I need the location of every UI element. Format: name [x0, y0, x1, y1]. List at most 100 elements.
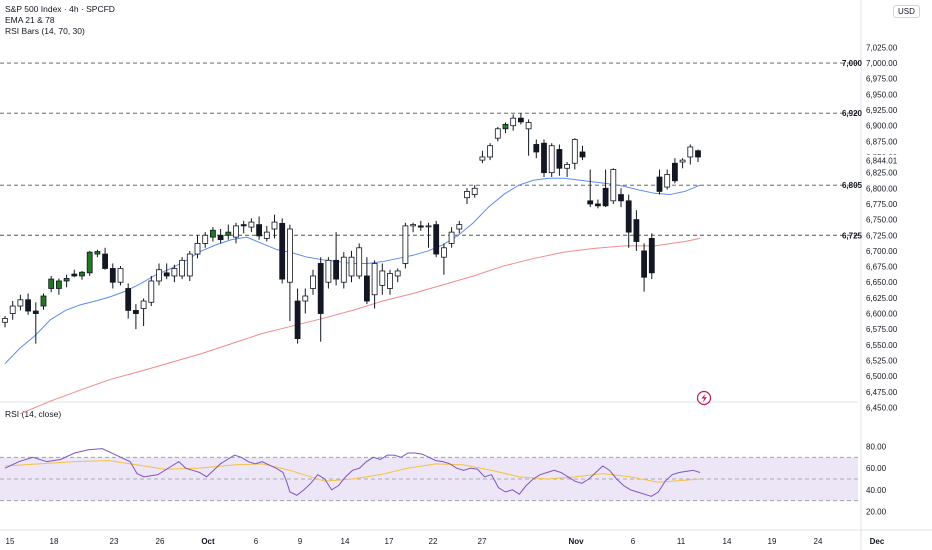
candle [440, 243, 447, 275]
rsi-layer [4, 448, 701, 497]
candle [233, 222, 239, 244]
time-tick-label: 15 [6, 537, 15, 546]
candle-body [656, 176, 663, 192]
candle-body [387, 273, 393, 289]
price-tick-label: 6,825.00 [866, 169, 898, 178]
candle-body [233, 225, 239, 238]
candle [140, 298, 147, 327]
candle [2, 316, 8, 328]
candle [9, 301, 16, 320]
candle [317, 257, 324, 342]
candle-body [17, 299, 24, 307]
candle [564, 161, 570, 178]
candle-body [587, 200, 594, 205]
candle [79, 270, 85, 280]
candle [679, 158, 686, 169]
candle-body [556, 149, 563, 169]
rsi-band-layer [0, 401, 858, 502]
candle [587, 169, 594, 208]
last-price-label: 6,844.01 [866, 157, 898, 166]
candle-body [132, 310, 139, 314]
time-tick-label: 24 [814, 537, 823, 546]
candle [248, 218, 255, 233]
chart-title: S&P 500 Index · 4h · SPCFD [5, 4, 115, 14]
candle [625, 194, 632, 248]
time-tick-label: 23 [110, 537, 119, 546]
time-tick-label: 6 [631, 537, 636, 546]
candle-body [564, 164, 570, 169]
candle-body [148, 280, 155, 303]
candle-body [79, 271, 85, 277]
candle-body [86, 251, 93, 274]
candle [502, 122, 509, 134]
candle-body [471, 187, 478, 195]
price-tick-label: 6,725.00 [866, 231, 898, 240]
candle [456, 220, 463, 234]
lightning-icon[interactable] [696, 390, 712, 406]
price-tick-label: 6,700.00 [866, 247, 898, 256]
candle [402, 222, 409, 269]
candle-body [163, 272, 170, 277]
candle [487, 143, 494, 161]
rsi-tick-label: 20.00 [866, 508, 887, 517]
rsi-bars-indicator-label[interactable]: RSI Bars (14, 70, 30) [5, 26, 85, 36]
candle-body [63, 278, 70, 282]
candle-body [317, 263, 324, 314]
candle [541, 139, 547, 178]
candle-body [333, 259, 340, 280]
candle [71, 269, 78, 278]
ema-indicator-label[interactable]: EMA 21 & 78 [5, 15, 55, 25]
candle-body [56, 280, 62, 289]
time-tick-label: 27 [478, 537, 487, 546]
candle [40, 293, 47, 310]
candle [294, 288, 301, 344]
candle [433, 220, 440, 258]
time-tick-label: 9 [298, 537, 303, 546]
candle [664, 169, 671, 190]
candle-body [9, 305, 16, 314]
candle-body [156, 269, 162, 282]
time-tick-label: 14 [341, 537, 350, 546]
time-tick-label: 17 [385, 537, 394, 546]
candle [225, 224, 232, 240]
rsi-tick-label: 40.00 [866, 486, 887, 495]
candle-body [325, 259, 332, 283]
candle-body [402, 225, 409, 264]
time-tick-label: 11 [677, 537, 686, 546]
candle [56, 278, 62, 295]
candle-body [71, 273, 78, 277]
candle [672, 158, 678, 184]
candle-body [695, 150, 701, 158]
candle [263, 225, 270, 242]
candle-body [279, 222, 286, 280]
candle [379, 263, 386, 295]
candle-body [302, 295, 309, 302]
candle [256, 216, 263, 240]
candle [279, 218, 286, 284]
currency-button[interactable]: USD [893, 5, 920, 18]
candle [286, 224, 293, 322]
candle-body [263, 231, 270, 239]
candle-body [40, 295, 47, 307]
candle [217, 229, 224, 244]
level-label: 6,920 [842, 109, 863, 118]
candle [695, 149, 701, 162]
candle [656, 169, 663, 195]
candle [48, 275, 55, 293]
candle [633, 210, 640, 251]
candle [348, 250, 355, 283]
candle-body [202, 234, 209, 244]
candle [417, 220, 424, 231]
candle-body [209, 229, 216, 238]
candle-body [109, 268, 116, 283]
candle [548, 143, 555, 178]
candle [63, 274, 70, 288]
price-tick-label: 6,450.00 [866, 403, 898, 412]
candle-body [525, 122, 532, 130]
time-tick-label: 26 [156, 537, 165, 546]
candle-body [248, 221, 255, 228]
candle-body [394, 270, 401, 277]
candle [194, 235, 201, 259]
price-tick-label: 6,875.00 [866, 137, 898, 146]
